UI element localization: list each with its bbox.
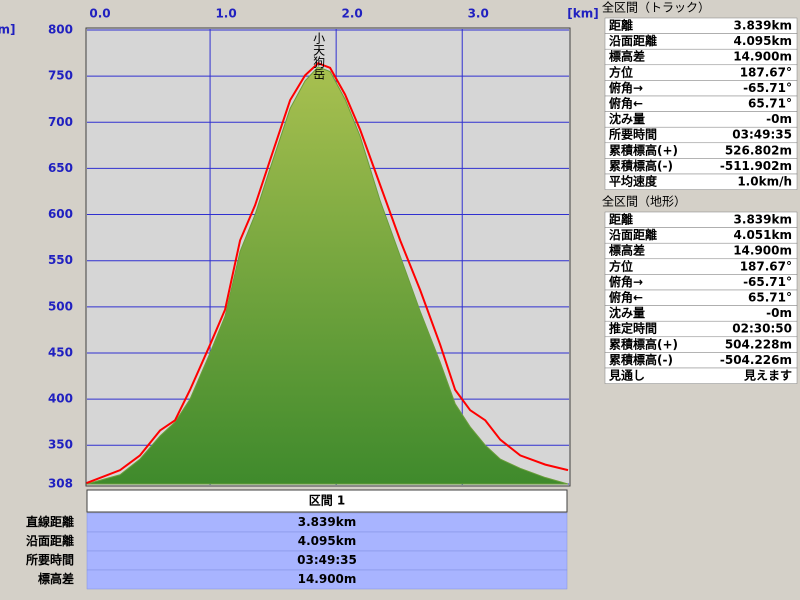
row-value: -65.71°: [743, 275, 792, 289]
row-label: 累積標高(+): [609, 142, 678, 157]
row-label: 方位: [609, 258, 633, 273]
row-value: 65.71°: [748, 97, 792, 111]
y-tick-label: 650: [48, 161, 73, 175]
section-label: 沿面距離: [25, 533, 74, 548]
row-label: 累積標高(+): [609, 336, 678, 351]
section-header: [86, 489, 568, 513]
y-tick-label: 400: [48, 392, 73, 406]
y-tick-label: 750: [48, 69, 73, 83]
section-value: 4.095km: [298, 534, 356, 548]
section-value: 14.900m: [298, 572, 357, 586]
x-tick-label: 1.0: [215, 7, 236, 21]
row-value: 187.67°: [740, 259, 792, 273]
row-label: 沿面距離: [608, 33, 657, 48]
section-value: 3.839km: [298, 515, 356, 529]
row-value: 4.051km: [734, 228, 792, 242]
row-value: 02:30:50: [732, 322, 792, 336]
row-value: -511.902m: [720, 159, 792, 173]
row-value: -0m: [766, 112, 792, 126]
row-label: 所要時間: [609, 127, 657, 142]
x-tick-label: 3.0: [468, 7, 489, 21]
row-value: -504.226m: [720, 353, 792, 367]
row-label: 標高差: [609, 49, 645, 64]
row-value: 187.67°: [740, 65, 792, 79]
row-label: 推定時間: [609, 321, 657, 336]
row-label: 見通し: [608, 368, 645, 383]
row-label: 標高差: [609, 243, 645, 258]
section-title: 区間 1: [309, 494, 346, 508]
table-row: [604, 367, 798, 384]
row-value: -0m: [766, 306, 792, 320]
row-value: 3.839km: [734, 213, 792, 227]
panel-title: 全区間（トラック）: [602, 0, 710, 15]
row-label: 俯角→: [609, 274, 643, 289]
row-label: 方位: [609, 64, 633, 79]
table-row: [604, 173, 798, 190]
row-label: 沈み量: [609, 305, 645, 320]
row-label: 沿面距離: [608, 227, 657, 242]
row-value: 14.900m: [733, 244, 792, 258]
y-tick-label: 500: [48, 299, 73, 313]
y-tick-label: 350: [48, 438, 73, 452]
row-label: 距離: [609, 18, 633, 33]
row-value: 526.802m: [725, 143, 792, 157]
x-tick-label: 0.0: [89, 7, 110, 21]
row-label: 俯角←: [609, 96, 643, 111]
row-value: 03:49:35: [732, 128, 792, 142]
x-unit: [km]: [567, 7, 598, 21]
peak-label: 小天狗岳: [312, 32, 326, 80]
row-label: 沈み量: [609, 111, 645, 126]
section-row: [86, 569, 568, 590]
section-label: 直線距離: [26, 514, 74, 529]
y-unit: [m]: [0, 23, 15, 37]
y-tick-label: 800: [48, 23, 73, 37]
row-label: 平均速度: [609, 174, 658, 189]
y-tick-label: 550: [48, 253, 73, 267]
row-label: 距離: [609, 212, 633, 227]
row-value: -65.71°: [743, 81, 792, 95]
y-tick-label: 450: [48, 345, 73, 359]
row-value: 65.71°: [748, 291, 792, 305]
section-value: 03:49:35: [297, 553, 357, 567]
y-tick-label: 600: [48, 207, 73, 221]
y-tick-label: 700: [48, 115, 73, 129]
track-line: [86, 62, 569, 485]
y-tick-label: 308: [48, 477, 73, 491]
row-value: 4.095km: [734, 34, 792, 48]
row-label: 累積標高(-): [609, 352, 673, 367]
row-value: 14.900m: [733, 50, 792, 64]
x-tick-label: 2.0: [342, 7, 363, 21]
terrain-area: [86, 66, 569, 485]
row-label: 俯角←: [609, 290, 643, 305]
row-value: 504.228m: [725, 337, 792, 351]
row-value: 見えます: [743, 368, 792, 383]
row-value: 3.839km: [734, 19, 792, 33]
panel-title: 全区間（地形）: [602, 194, 686, 209]
section-label: 標高差: [38, 571, 74, 586]
row-value: 1.0km/h: [737, 175, 792, 189]
row-label: 累積標高(-): [609, 158, 673, 173]
row-label: 俯角→: [609, 80, 643, 95]
section-label: 所要時間: [26, 552, 74, 567]
